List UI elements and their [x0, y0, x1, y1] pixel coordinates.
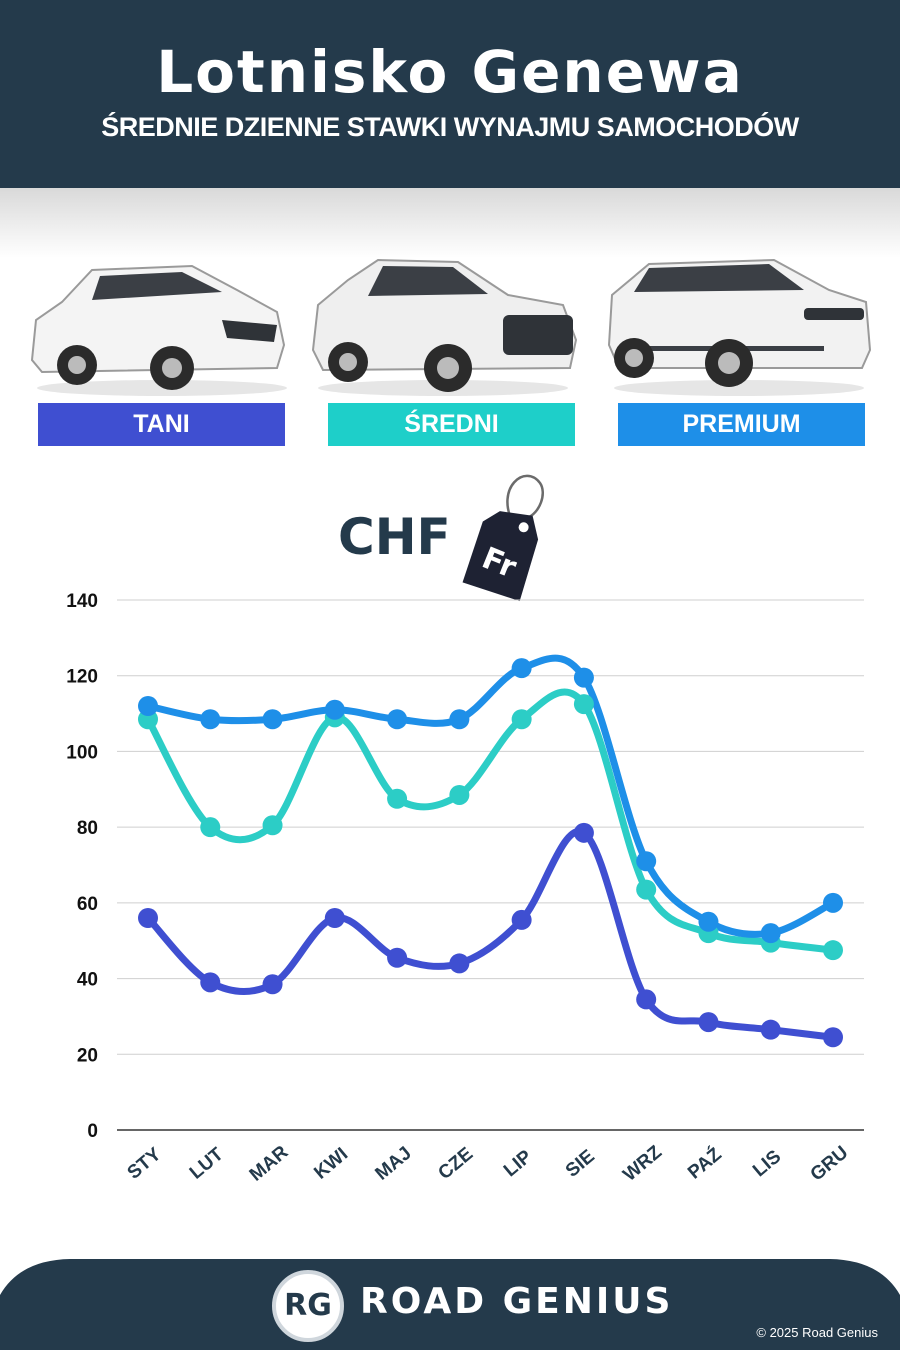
- luxury-suv-car-icon: [604, 250, 874, 400]
- data-point: [138, 696, 158, 716]
- data-point: [200, 709, 221, 730]
- x-tick-label: MAJ: [371, 1143, 415, 1185]
- data-point: [200, 817, 221, 838]
- data-point: [511, 909, 532, 930]
- data-point: [823, 892, 843, 913]
- data-point: [387, 709, 408, 730]
- category-badge-tani: TANI: [38, 403, 285, 446]
- header-shadow: [0, 188, 900, 258]
- y-tick-label: 0: [87, 1121, 98, 1142]
- copyright-text: © 2025 Road Genius: [756, 1325, 878, 1340]
- data-point: [573, 667, 594, 688]
- y-tick-label: 40: [77, 970, 98, 991]
- x-tick-label: LUT: [186, 1144, 228, 1184]
- currency-label: CHF: [338, 508, 451, 566]
- data-point: [760, 1019, 781, 1040]
- footer: RG ROAD GENIUS © 2025 Road Genius: [0, 1255, 900, 1350]
- data-point: [449, 784, 470, 805]
- data-point: [760, 923, 781, 944]
- category-badge-premium: PREMIUM: [618, 403, 865, 446]
- suv-car-icon: [308, 250, 578, 400]
- data-point: [138, 908, 158, 928]
- x-tick-label: LIS: [749, 1146, 785, 1181]
- y-tick-label: 100: [66, 742, 98, 763]
- data-point: [636, 989, 657, 1010]
- data-point: [823, 940, 843, 961]
- data-point: [636, 851, 657, 872]
- page-title: Lotnisko Genewa: [156, 38, 744, 106]
- line-chart: 0 20 40 60 80 100 120 140 STY LUT MAR KWI MAJ CZE LIP…: [66, 591, 864, 1186]
- data-point: [324, 908, 345, 928]
- series-line-2: [144, 688, 837, 954]
- data-point: [262, 974, 283, 995]
- y-tick-label: 20: [77, 1045, 98, 1066]
- x-tick-label: CZE: [435, 1144, 478, 1185]
- brand-logo: RG: [272, 1270, 344, 1342]
- data-point: [698, 1012, 719, 1033]
- data-point: [698, 911, 719, 932]
- series-line-3: [144, 654, 837, 938]
- data-point: [449, 709, 470, 730]
- x-tick-label: PAŹ: [684, 1143, 726, 1184]
- x-tick-label: STY: [124, 1144, 166, 1184]
- data-point: [823, 1027, 843, 1048]
- x-tick-label: LIP: [500, 1146, 536, 1181]
- brand-name: ROAD GENIUS: [360, 1281, 674, 1322]
- data-point: [636, 879, 657, 900]
- price-tag-icon: Fr: [462, 474, 544, 602]
- data-point: [262, 709, 283, 730]
- data-point: [324, 699, 345, 720]
- x-tick-label: GRU: [807, 1142, 853, 1185]
- x-tick-label: WRZ: [619, 1142, 666, 1186]
- data-point: [511, 709, 532, 730]
- data-point: [387, 947, 408, 968]
- page-subtitle: ŚREDNIE DZIENNE STAWKI WYNAJMU SAMOCHODÓ…: [101, 112, 799, 142]
- category-badge-sredni: ŚREDNI: [328, 403, 575, 446]
- data-point: [387, 788, 408, 809]
- x-tick-label: SIE: [562, 1146, 599, 1182]
- hatchback-car-icon: [22, 250, 292, 400]
- data-point: [511, 658, 532, 679]
- y-tick-label: 60: [77, 894, 98, 915]
- data-point: [573, 822, 594, 843]
- data-point: [449, 953, 470, 974]
- data-point: [200, 972, 221, 993]
- y-tick-label: 120: [66, 667, 98, 688]
- data-point: [573, 694, 594, 715]
- y-tick-label: 140: [66, 591, 98, 612]
- x-tick-label: MAR: [246, 1142, 293, 1186]
- data-point: [262, 815, 283, 836]
- x-tick-label: KWI: [310, 1144, 352, 1184]
- y-tick-label: 80: [77, 818, 98, 839]
- header-banner: Lotnisko Genewa ŚREDNIE DZIENNE STAWKI W…: [0, 0, 900, 188]
